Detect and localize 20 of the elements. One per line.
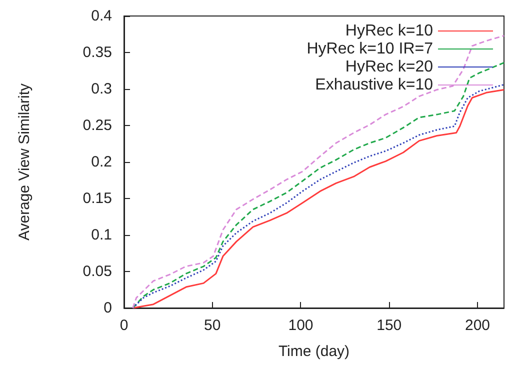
y-tick-label: 0 bbox=[104, 300, 112, 316]
x-tick-label: 100 bbox=[288, 317, 314, 334]
legend-label: HyRec k=10 bbox=[345, 22, 434, 40]
y-tick-label: 0.1 bbox=[91, 226, 112, 244]
x-tick-label: 200 bbox=[464, 317, 490, 334]
y-tick-label: 0.4 bbox=[91, 8, 112, 24]
y-tick-label: 0.15 bbox=[82, 190, 112, 207]
x-tick-label: 50 bbox=[204, 317, 221, 334]
y-tick-label: 0.2 bbox=[91, 154, 112, 170]
legend-label: Exhaustive k=10 bbox=[315, 76, 434, 94]
x-tick-label: 0 bbox=[120, 317, 128, 334]
y-tick-label: 0.35 bbox=[82, 44, 112, 61]
y-tick-label: 0.05 bbox=[82, 263, 112, 280]
legend-label: HyRec k=20 bbox=[345, 58, 434, 76]
y-axis-title: Average View Similarity bbox=[16, 83, 33, 241]
x-axis-title: Time (day) bbox=[278, 343, 350, 360]
x-tick-label: 150 bbox=[376, 317, 402, 334]
legend-label: HyRec k=10 IR=7 bbox=[306, 40, 434, 58]
y-tick-label: 0.25 bbox=[82, 117, 112, 134]
y-tick-label: 0.3 bbox=[91, 80, 112, 98]
